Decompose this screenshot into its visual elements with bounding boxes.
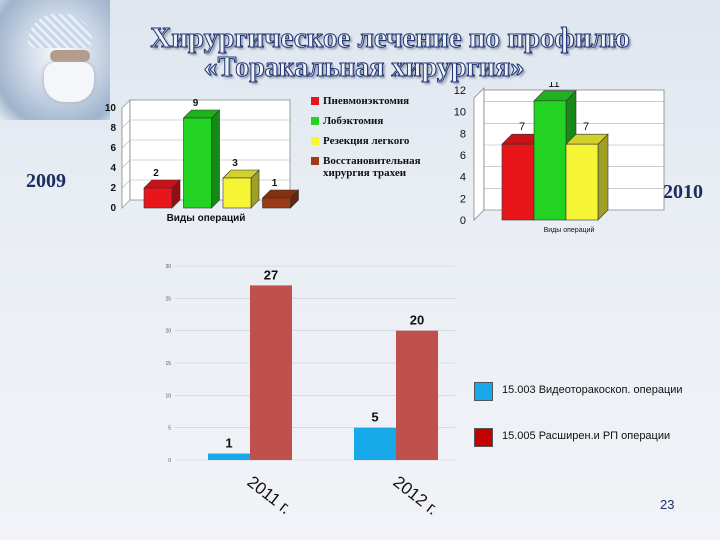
data-label: 2: [153, 168, 159, 179]
y-tick-label: 6: [110, 143, 116, 154]
legend-swatch: [474, 428, 493, 447]
y-tick-label: 0: [460, 215, 466, 227]
data-label: 7: [519, 121, 525, 133]
data-label: 3: [232, 158, 238, 169]
gridline: [121, 159, 131, 169]
legend-swatch: [311, 117, 319, 125]
y-tick-label: 4: [110, 163, 116, 174]
legend-item: Резекция легкого: [311, 135, 423, 155]
face-icon: [50, 50, 90, 62]
gridline: [121, 119, 131, 129]
x-tick-label: 2011 г.: [244, 472, 295, 518]
y-tick-label: 6: [460, 150, 466, 162]
gridline: [121, 99, 131, 109]
page-number: 23: [660, 497, 675, 512]
legend-item: 15.003 Видеоторакоскоп. операции: [474, 382, 683, 428]
chart-2009: 0 2 4 6 8 10 2 9 3 1 Виды операций: [105, 98, 300, 224]
y-tick-label: 5: [168, 426, 171, 432]
legend-label: 15.005 Расширен.и РП операции: [502, 430, 671, 442]
legend-swatch: [311, 157, 319, 165]
y-tick-label: 15: [165, 361, 171, 367]
legend-label: Резекция легкого: [323, 135, 410, 147]
y-tick-label: 2: [110, 183, 116, 194]
slide-title-line2: «Торакальная хирургия»: [203, 52, 525, 84]
slide-title-line1: Хирургическое лечение по профилю: [150, 22, 631, 55]
y-tick-label: 0: [110, 203, 116, 214]
legend-swatch: [474, 382, 493, 401]
data-label: 5: [371, 410, 378, 425]
y-tick-label: 20: [165, 329, 171, 335]
legend-label: Лобэктомия: [323, 115, 384, 127]
y-tick-label: 10: [454, 107, 466, 119]
data-label: 27: [264, 267, 278, 282]
bar-side: [211, 109, 220, 209]
legend-swatch: [311, 97, 319, 105]
plot-wall: [121, 99, 131, 209]
legend-item: Пневмонэктомия: [311, 95, 423, 115]
legend-label: Восстановительная хирургия трахеи: [323, 155, 421, 179]
y-tick-label: 0: [168, 458, 171, 464]
surgical-mask-icon: [44, 62, 94, 102]
y-tick-label: 10: [165, 393, 171, 399]
data-label: 1: [272, 178, 278, 189]
legend-item: 15.005 Расширен.и РП операции: [474, 428, 683, 474]
surgeon-photo: [0, 0, 110, 120]
gridline: [121, 199, 131, 209]
y-tick-label: 8: [460, 128, 466, 140]
data-label: 1: [225, 436, 232, 451]
year-label-2010: 2010: [663, 181, 703, 203]
legend-label: Пневмонэктомия: [323, 95, 410, 107]
plot-wall: [473, 87, 485, 221]
gridline: [121, 139, 131, 149]
surgical-cap-icon: [28, 14, 92, 48]
bar: [183, 117, 212, 209]
bar: [354, 427, 396, 460]
bar: [533, 100, 567, 221]
bar: [208, 453, 250, 460]
data-label: 7: [583, 121, 589, 133]
bar: [222, 177, 252, 209]
y-tick-label: 8: [110, 123, 116, 134]
bar: [501, 143, 535, 221]
y-tick-label: 25: [165, 296, 171, 302]
legend-swatch: [311, 137, 319, 145]
legend-item: Восстановительная хирургия трахеи: [311, 155, 423, 179]
bar: [262, 197, 291, 209]
bar-side: [597, 133, 609, 221]
y-tick-label: 30: [165, 264, 171, 270]
legend-2011-2012: 15.003 Видеоторакоскоп. операции 15.005 …: [474, 382, 683, 474]
bar: [250, 285, 292, 460]
legend-label: 15.003 Видеоторакоскоп. операции: [502, 384, 683, 396]
bar: [396, 330, 438, 460]
y-tick-label: 2: [460, 193, 466, 205]
year-label-2009: 2009: [26, 170, 66, 192]
data-label: 20: [410, 313, 424, 328]
y-tick-label: 12: [454, 85, 466, 97]
x-axis-label: Виды операций: [167, 213, 246, 224]
data-label: 9: [193, 98, 199, 109]
bar: [565, 143, 599, 221]
legend-2009: Пневмонэктомия Лобэктомия Резекция легко…: [311, 95, 423, 179]
bar: [143, 187, 173, 209]
gridline: [121, 179, 131, 189]
y-tick-label: 4: [460, 172, 466, 184]
x-axis-label: Виды операций: [544, 226, 595, 234]
x-tick-label: 2012 г.: [390, 472, 442, 519]
chart-2010: 0 2 4 6 8 10 12 7 11 7 Виды операций: [454, 82, 665, 234]
y-tick-label: 10: [105, 103, 117, 114]
chart-2011-2012: 0 5 10 15 20 25 30 1 27 2011 г. 5 20 2012 г.: [165, 264, 455, 519]
data-label: 11: [548, 82, 559, 90]
legend-item: Лобэктомия: [311, 115, 423, 135]
